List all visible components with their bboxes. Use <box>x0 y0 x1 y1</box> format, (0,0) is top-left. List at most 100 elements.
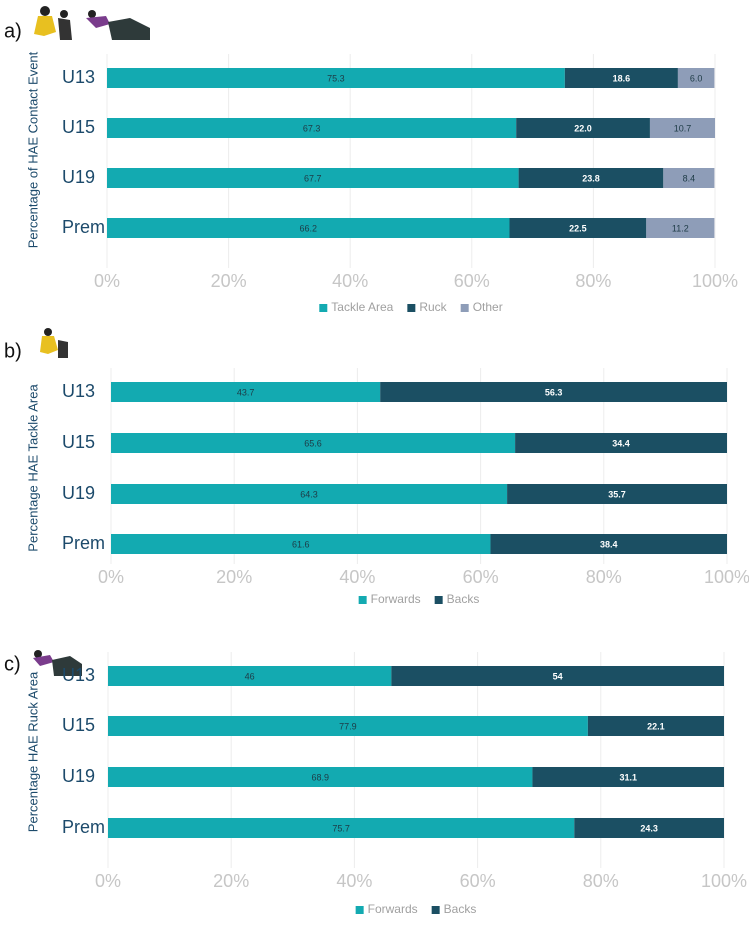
legend-label: Ruck <box>419 300 447 314</box>
x-tick-label: 100% <box>701 871 747 891</box>
bar-segment <box>646 218 715 238</box>
bar-segment <box>490 534 727 554</box>
data-label: 64.3 <box>300 489 318 499</box>
bar-segment <box>107 68 565 88</box>
x-tick-label: 20% <box>213 871 249 891</box>
y-axis-title: Percentage HAE Ruck Area <box>25 671 40 832</box>
legend-label: Backs <box>444 902 477 916</box>
data-label: 8.4 <box>683 173 696 183</box>
data-label: 11.2 <box>672 223 689 233</box>
legend-label: Backs <box>447 592 480 606</box>
data-label: 18.6 <box>613 73 631 83</box>
x-tick-label: 60% <box>454 271 490 291</box>
bar-segment <box>107 168 519 188</box>
bar-segment <box>515 433 727 453</box>
y-tick-label: Prem <box>62 817 105 837</box>
legend-label: Tackle Area <box>331 300 393 314</box>
bar-segment <box>663 168 715 188</box>
y-axis-title: Percentage HAE Tackle Area <box>25 384 40 552</box>
data-label: 31.1 <box>619 772 637 782</box>
data-label: 56.3 <box>545 387 563 397</box>
bar-segment <box>507 484 727 504</box>
legend-swatch <box>358 596 367 604</box>
bar-segment <box>111 484 508 504</box>
x-tick-label: 60% <box>463 567 499 587</box>
data-label: 10.7 <box>674 123 692 133</box>
x-tick-label: 100% <box>692 271 738 291</box>
data-label: 75.7 <box>332 823 350 833</box>
y-tick-label: U19 <box>62 167 95 187</box>
y-tick-label: Prem <box>62 533 105 553</box>
bar-segment <box>107 218 510 238</box>
data-label: 22.1 <box>647 721 665 731</box>
x-tick-label: 20% <box>211 271 247 291</box>
y-tick-label: U13 <box>62 67 95 87</box>
x-tick-label: 80% <box>583 871 619 891</box>
legend-swatch <box>319 304 328 312</box>
legend-label: Forwards <box>371 592 421 606</box>
data-label: 43.7 <box>237 387 255 397</box>
y-tick-label: U13 <box>62 665 95 685</box>
data-label: 46 <box>245 671 255 681</box>
y-tick-label: U19 <box>62 483 95 503</box>
legend-swatch <box>434 596 443 604</box>
x-tick-label: 0% <box>94 271 120 291</box>
x-tick-label: 80% <box>575 271 611 291</box>
data-label: 22.5 <box>569 223 587 233</box>
y-tick-label: U15 <box>62 715 95 735</box>
ruck-icon <box>33 650 82 676</box>
legend-swatch <box>431 906 440 914</box>
panel-label: a) <box>4 20 22 42</box>
y-tick-label: U13 <box>62 381 95 401</box>
bar-segment <box>108 767 533 787</box>
panel-label: c) <box>4 653 21 675</box>
x-tick-label: 40% <box>336 871 372 891</box>
y-tick-label: Prem <box>62 217 105 237</box>
data-label: 24.3 <box>640 823 658 833</box>
tackle-icon <box>34 6 72 40</box>
data-label: 75.3 <box>327 73 345 83</box>
x-tick-label: 0% <box>95 871 121 891</box>
data-label: 66.2 <box>299 223 317 233</box>
bar-segment <box>108 716 588 736</box>
data-label: 23.8 <box>582 173 600 183</box>
bar-segment <box>574 818 724 838</box>
y-tick-label: U15 <box>62 117 95 137</box>
bar-segment <box>108 666 392 686</box>
bar-segment <box>380 382 727 402</box>
data-label: 34.4 <box>612 438 630 448</box>
legend-label: Forwards <box>368 902 418 916</box>
ruck-icon <box>86 10 150 40</box>
bar-segment <box>649 118 715 138</box>
data-label: 6.0 <box>690 73 703 83</box>
data-label: 35.7 <box>608 489 626 499</box>
bar-segment <box>108 818 575 838</box>
legend-swatch <box>407 304 416 312</box>
legend-label: Other <box>473 300 503 314</box>
y-axis-title: Percentage of HAE Contact Event <box>25 51 40 248</box>
x-tick-label: 40% <box>332 271 368 291</box>
data-label: 68.9 <box>311 772 329 782</box>
data-label: 22.0 <box>574 123 592 133</box>
x-tick-label: 40% <box>339 567 375 587</box>
bar-segment <box>677 68 715 88</box>
legend-swatch <box>460 304 469 312</box>
legend-swatch <box>355 906 364 914</box>
panel-label: b) <box>4 340 22 362</box>
data-label: 77.9 <box>339 721 357 731</box>
bar-segment <box>111 382 381 402</box>
bar-segment <box>587 716 724 736</box>
bar-segment <box>111 534 491 554</box>
data-label: 38.4 <box>600 539 618 549</box>
x-tick-label: 100% <box>704 567 749 587</box>
y-tick-label: U15 <box>62 432 95 452</box>
tackle-icon <box>40 328 68 358</box>
x-tick-label: 60% <box>460 871 496 891</box>
bar-segment <box>391 666 724 686</box>
x-tick-label: 20% <box>216 567 252 587</box>
bar-segment <box>516 118 650 138</box>
bar-segment <box>564 68 678 88</box>
bar-segment <box>532 767 724 787</box>
data-label: 65.6 <box>304 438 322 448</box>
